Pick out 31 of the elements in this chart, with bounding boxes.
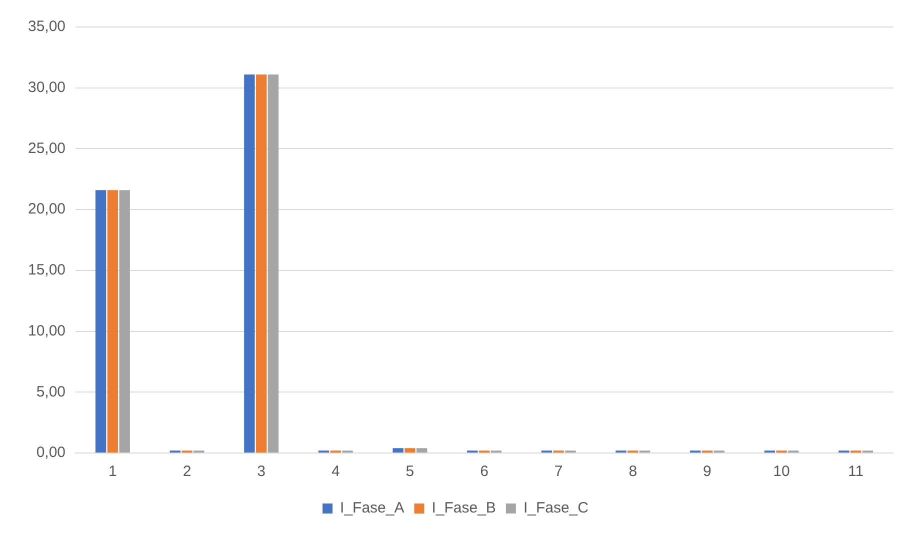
x-tick-label: 10: [773, 463, 790, 480]
bar: [256, 74, 267, 452]
x-tick-label: 7: [554, 463, 563, 480]
x-tick-label: 6: [480, 463, 488, 480]
y-tick-label: 20,00: [28, 200, 66, 218]
legend-label: I_Fase_C: [523, 500, 589, 517]
x-tick-label: 1: [108, 463, 117, 480]
legend-label: I_Fase_A: [340, 500, 404, 517]
x-tick-label: 8: [628, 463, 638, 480]
bar: [404, 448, 416, 452]
x-tick-label: 11: [848, 463, 864, 480]
x-tick-label: 9: [703, 463, 712, 480]
bar: [392, 448, 404, 452]
legend-label: I_Fase_B: [432, 500, 496, 517]
x-tick-label: 4: [331, 463, 340, 480]
y-tick-label: 5,00: [36, 383, 66, 400]
x-tick-label: 2: [182, 463, 192, 480]
y-tick-label: 30,00: [28, 79, 66, 96]
bar: [244, 74, 255, 452]
bar: [107, 190, 118, 452]
x-tick-label: 3: [257, 463, 266, 480]
y-tick-label: 15,00: [28, 262, 66, 279]
y-tick-label: 0,00: [36, 444, 66, 462]
bar: [416, 448, 428, 452]
y-tick-label: 35,00: [28, 18, 66, 36]
bar: [268, 74, 279, 452]
bar: [95, 190, 106, 452]
bar: [119, 190, 130, 452]
y-tick-label: 25,00: [28, 140, 66, 157]
y-tick-label: 10,00: [28, 322, 66, 340]
x-tick-label: 5: [406, 463, 414, 480]
